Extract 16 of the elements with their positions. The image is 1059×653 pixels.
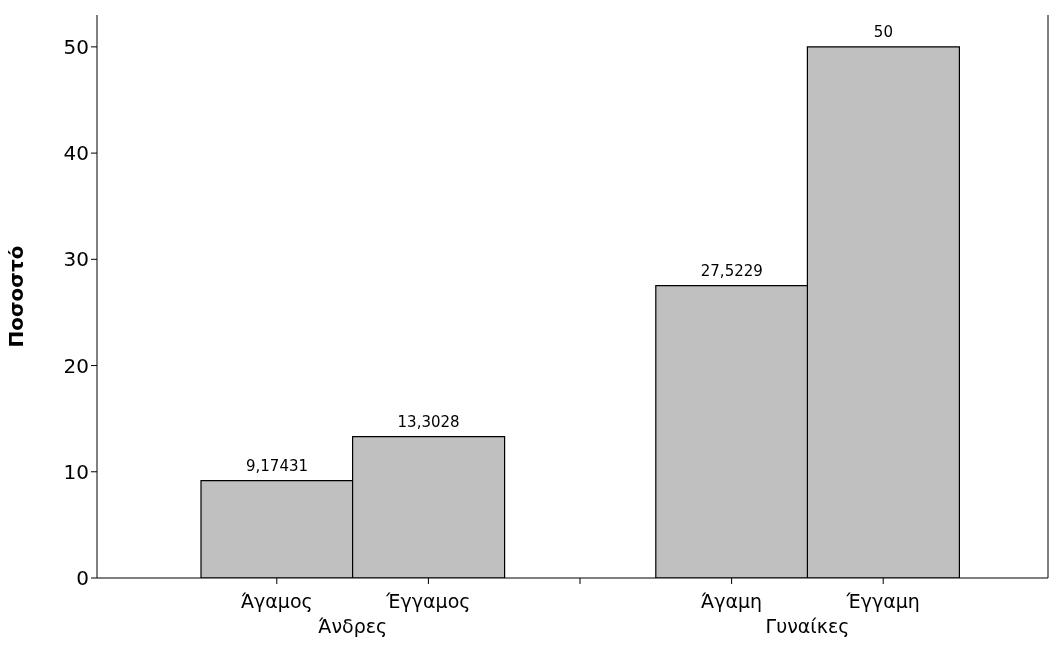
y-tick-label: 50 <box>63 34 89 59</box>
text: Γυναίκες <box>765 615 850 637</box>
data-label: 9,17431 <box>245 456 309 475</box>
x-tick-label: Έγγαμη <box>845 590 920 612</box>
y-tick-label: 20 <box>63 353 89 378</box>
x-tick-label: Άγαμη <box>701 590 763 612</box>
x-tick-label: Άγαμος <box>240 590 313 612</box>
text: Άνδρες <box>318 615 388 637</box>
y-tick-label: 0 <box>76 566 89 591</box>
y-tick-label: 10 <box>63 459 89 484</box>
x-tick-label: Έγγαμος <box>385 590 471 612</box>
data-label: 13,3028 <box>397 412 460 431</box>
data-label: 50 <box>873 22 893 41</box>
y-tick-label: 30 <box>63 247 89 272</box>
data-label: 27,5229 <box>700 261 763 280</box>
y-tick-label: 40 <box>63 141 89 166</box>
